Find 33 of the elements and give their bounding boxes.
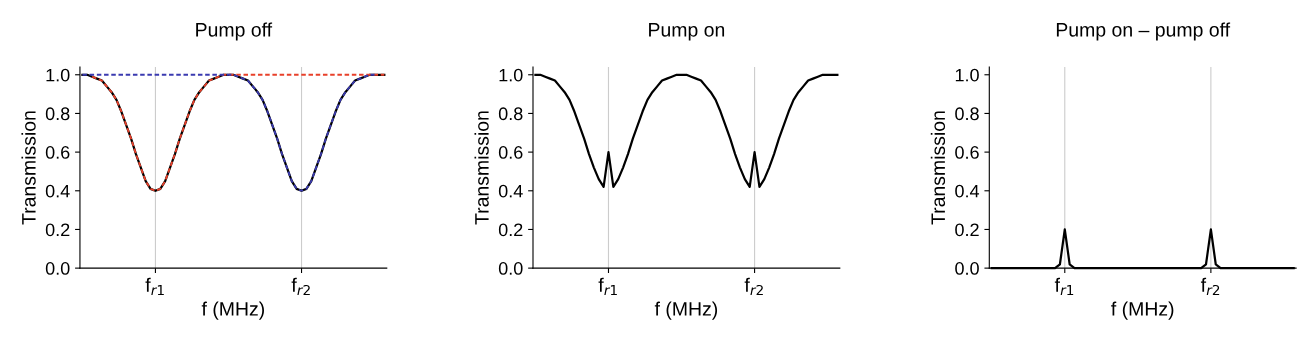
y-tick-label: 0.6 [45, 146, 70, 159]
y-tick-label: 0.8 [955, 107, 979, 121]
y-tick-label: 1.0 [499, 68, 523, 82]
y-tick-label: 0.8 [45, 107, 70, 121]
y-tick-label: 0.0 [498, 262, 523, 275]
y-tick-label: 0.6 [955, 146, 979, 159]
chart-title: Pump off [196, 22, 273, 41]
y-tick-label: 0.2 [45, 223, 70, 237]
y-axis-title: Transmission [474, 111, 489, 225]
x-axis-title: f (MHz) [654, 301, 718, 320]
y-axis-title: Transmission [930, 111, 946, 225]
x-axis-title: f (MHz) [201, 301, 264, 320]
x-tick-label: f$_{r1}$ [598, 277, 617, 296]
y-tick-label: 0.4 [498, 184, 523, 198]
y-tick-label: 1.0 [955, 68, 979, 82]
y-tick-label: 0.4 [45, 184, 70, 198]
y-tick-label: 0.0 [955, 262, 979, 275]
chart-title: Pump on – pump off [1056, 22, 1231, 41]
y-tick-label: 1.0 [46, 68, 70, 82]
y-tick-label: 0.8 [498, 107, 523, 121]
x-tick-label: f$_{r1}$ [1054, 277, 1074, 296]
y-axis-title: Transmission [21, 111, 36, 225]
y-tick-label: 0.0 [45, 262, 70, 275]
y-tick-label: 0.2 [955, 223, 979, 237]
x-tick-label: f$_{r2}$ [744, 277, 763, 296]
y-tick-label: 0.4 [955, 184, 980, 198]
x-tick-label: f$_{r1}$ [145, 277, 164, 296]
x-tick-label: f$_{r2}$ [291, 277, 310, 296]
chart-title: Pump on [649, 23, 725, 41]
y-tick-label: 0.6 [498, 146, 523, 159]
y-tick-label: 0.2 [498, 223, 523, 237]
x-axis-title: f (MHz) [1111, 301, 1174, 320]
x-tick-label: f$_{r2}$ [1200, 277, 1220, 296]
